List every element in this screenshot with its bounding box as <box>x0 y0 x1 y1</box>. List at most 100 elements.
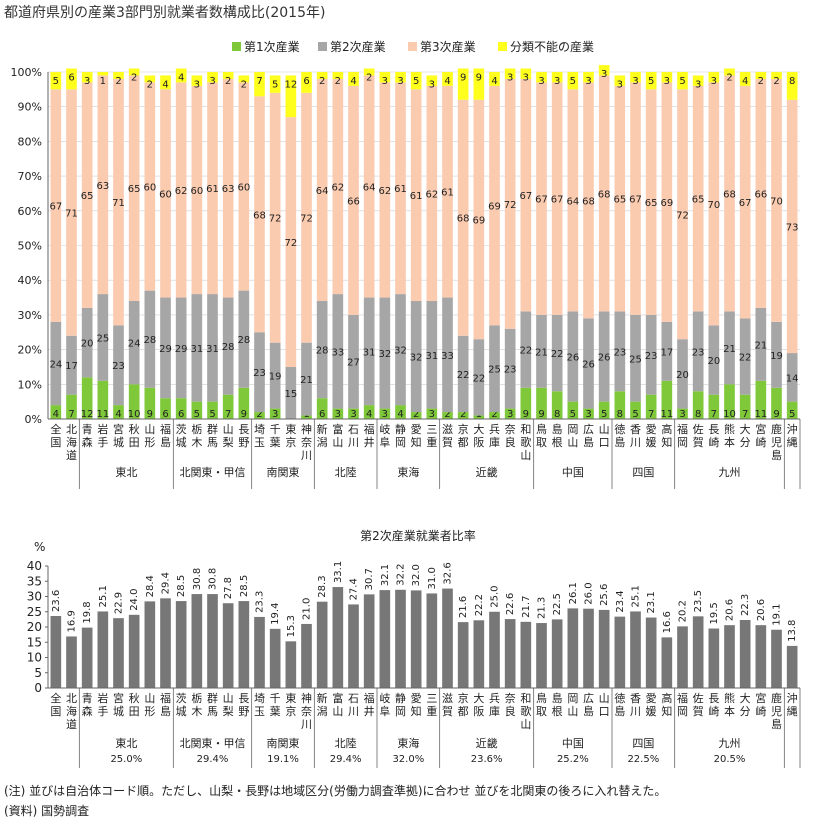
ratio-bar <box>81 627 93 688</box>
bar-segment-secondary <box>113 325 124 406</box>
prefecture-label: 山 <box>223 423 234 436</box>
ratio-bar <box>645 617 657 688</box>
prefecture-label: 愛 <box>646 423 657 436</box>
page-title: 都道府県別の産業3部門別就業者数構成比(2015年) <box>4 5 326 21</box>
bar-segment-secondary <box>677 339 688 409</box>
data-label: 29 <box>159 344 172 355</box>
data-label: 21 <box>754 340 767 351</box>
bar-segment-unknown <box>442 72 453 86</box>
data-label: 11 <box>96 409 109 420</box>
ratio-bar <box>692 616 704 688</box>
ratio-bar <box>583 608 594 688</box>
prefecture-label: 香 <box>630 423 641 436</box>
prefecture-label: 山 <box>520 449 531 462</box>
prefecture-label: 高 <box>661 691 672 705</box>
prefecture-label: 静 <box>395 422 406 436</box>
data-label: 23.6 <box>51 590 62 612</box>
prefecture-label: 城 <box>176 436 187 449</box>
prefecture-label: 都 <box>458 705 469 718</box>
bar-segment-secondary <box>739 318 751 395</box>
bar-segment-tertiary <box>332 78 344 295</box>
prefecture-label: 北 <box>66 423 77 436</box>
region-label: 中国 <box>562 737 584 750</box>
data-label: 15 <box>284 389 297 400</box>
data-label: 28.3 <box>317 575 328 597</box>
data-label: 69 <box>660 198 673 209</box>
prefecture-label: 形 <box>144 436 155 449</box>
data-label: 22.2 <box>474 594 485 616</box>
prefecture-label: 都 <box>458 436 469 449</box>
data-label: 71 <box>65 209 78 220</box>
prefecture-label: 良 <box>505 435 516 449</box>
bar-segment-primary <box>128 384 140 419</box>
data-label: 60 <box>159 189 172 200</box>
prefecture-label: 手 <box>97 704 108 718</box>
prefecture-label: 取 <box>536 436 547 449</box>
data-label: 17 <box>660 347 673 358</box>
prefecture-label: 山 <box>599 423 610 436</box>
data-label: 66 <box>754 189 767 200</box>
bar-segment-tertiary <box>238 82 250 291</box>
prefecture-label: 宮 <box>113 691 124 705</box>
data-label: 3 <box>523 73 529 84</box>
bar-segment-tertiary <box>285 117 297 367</box>
bar-segment-tertiary <box>113 78 124 326</box>
data-label: 7 <box>256 76 262 87</box>
prefecture-label: 山 <box>144 423 155 436</box>
bar-segment-primary <box>583 408 594 419</box>
bar-segment-tertiary <box>191 85 203 295</box>
bar-segment-secondary <box>786 353 798 402</box>
data-label: 7 <box>742 409 748 420</box>
data-label: 20.6 <box>725 599 736 621</box>
bar-segment-primary <box>489 412 500 419</box>
prefecture-label: 奈 <box>301 704 312 718</box>
prefecture-label: 歌 <box>520 435 531 449</box>
data-label: 10 <box>128 409 141 420</box>
prefecture-label: 島 <box>614 704 625 718</box>
bar-segment-unknown <box>724 68 735 76</box>
data-label: 63 <box>222 184 235 195</box>
bar-segment-secondary <box>222 297 234 395</box>
data-label: 25.0 <box>490 585 501 607</box>
prefecture-label: 木 <box>191 436 202 449</box>
data-label: 65 <box>81 191 94 202</box>
prefecture-label: 道 <box>66 448 77 462</box>
bar-segment-unknown <box>144 75 156 83</box>
data-label: 3 <box>382 76 388 87</box>
data-label: 3 <box>397 76 403 87</box>
data-label: 27.8 <box>223 577 234 599</box>
bar-segment-unknown <box>692 75 704 86</box>
data-label: 21 <box>300 375 313 386</box>
bar-segment-primary <box>160 398 171 419</box>
ratio-bar <box>755 625 767 688</box>
prefecture-label: 山 <box>332 436 343 449</box>
data-label: 27.4 <box>349 578 360 600</box>
bar-segment-tertiary <box>269 92 281 343</box>
bar-segment-tertiary <box>363 75 375 298</box>
data-label: 25.6 <box>599 584 610 606</box>
region-label: 北陸 <box>335 466 357 479</box>
data-label: 68 <box>598 189 611 200</box>
prefecture-label: 縄 <box>787 435 798 449</box>
data-label: 6 <box>162 409 168 420</box>
data-label: 64 <box>316 186 329 197</box>
region-label: 南関東 <box>267 737 300 750</box>
legend-swatch <box>232 42 241 51</box>
ratio-bar <box>410 590 422 688</box>
data-label: 65 <box>692 195 705 206</box>
prefecture-label: 玉 <box>254 436 265 449</box>
data-label: 6 <box>319 409 325 420</box>
data-label: 7 <box>711 409 717 420</box>
bar-segment-unknown <box>207 72 218 83</box>
bar-segment-primary <box>301 415 312 419</box>
prefecture-label: 岡 <box>677 436 688 449</box>
data-label: 20 <box>81 339 94 350</box>
legend-label: 第2次産業 <box>330 39 386 54</box>
data-label: 11 <box>660 409 673 420</box>
ratio-bar <box>536 623 547 688</box>
bar-segment-secondary <box>160 297 171 399</box>
data-label: 62 <box>425 189 438 200</box>
data-label: 67 <box>49 202 62 213</box>
bar-segment-primary <box>598 401 610 419</box>
bar-segment-tertiary <box>520 78 532 312</box>
